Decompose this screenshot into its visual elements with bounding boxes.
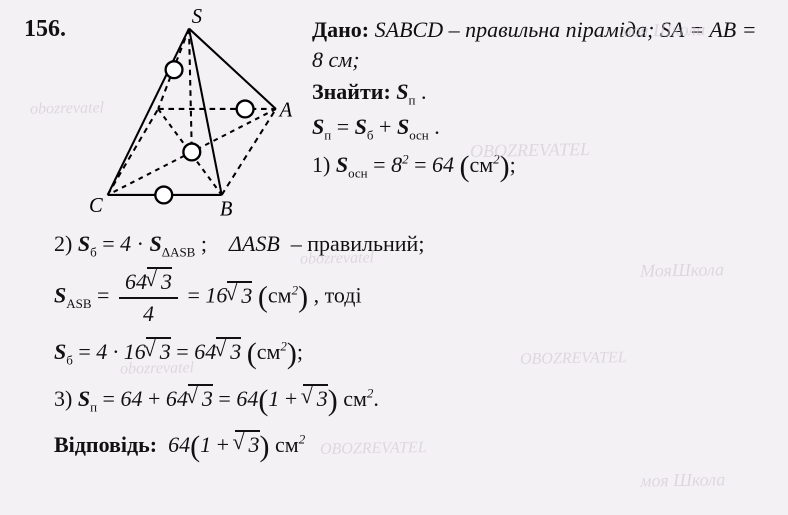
svg-text:C: C bbox=[89, 195, 103, 217]
svg-text:S: S bbox=[192, 8, 202, 28]
step1-n: 1) bbox=[312, 152, 330, 177]
formula-r2: осн bbox=[409, 128, 429, 143]
step2c: Sб = 4 · 163 = 643 (см2); bbox=[54, 334, 766, 375]
step1-val: 64 bbox=[432, 152, 454, 177]
problem-number: 156. bbox=[24, 16, 66, 43]
answer-label: Відповідь: bbox=[54, 432, 157, 457]
formula-r1: б bbox=[367, 128, 374, 143]
step1-pow: 2 bbox=[402, 152, 409, 167]
formula-lhs-sub: п bbox=[324, 128, 331, 143]
svg-text:B: B bbox=[220, 199, 233, 221]
find-label: Знайти: bbox=[312, 79, 391, 104]
given-label: Дано: bbox=[312, 17, 369, 42]
step2b: SASB = 643 4 = 163 (см2) , тоді bbox=[54, 267, 766, 328]
svg-text:A: A bbox=[278, 99, 293, 121]
step3: 3) Sп = 64 + 643 = 64(1 + 3) см2. bbox=[54, 381, 766, 422]
answer-row: Відповідь: 64(1 + 3) см2 bbox=[54, 427, 766, 468]
step1-sub: осн bbox=[348, 166, 368, 181]
find-sub: п bbox=[409, 93, 416, 108]
step1-base: 8 bbox=[391, 152, 402, 177]
step2a: 2) Sб = 4 · SΔASB ; ΔASB – правильний; bbox=[54, 229, 766, 261]
pyramid-diagram: S A B C bbox=[74, 8, 304, 223]
find-symbol: S bbox=[396, 79, 408, 104]
step1-unit: см bbox=[469, 152, 493, 177]
given-text: SABCD – правильна піраміда; SA = AB = 8 … bbox=[312, 17, 757, 72]
